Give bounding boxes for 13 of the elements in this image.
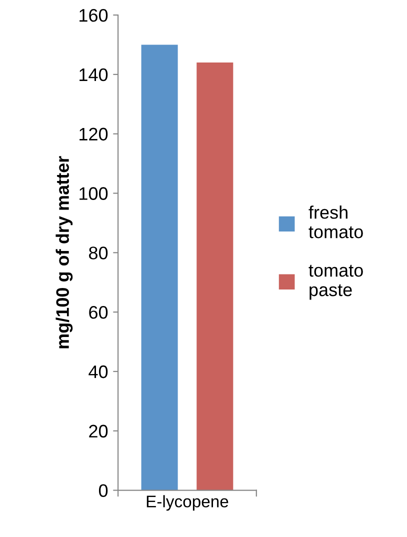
y-axis-title: mg/100 g of dry matter <box>56 156 73 348</box>
y-tick-label: 40 <box>88 365 108 378</box>
y-tick-label: 0 <box>98 484 108 497</box>
legend-label: tomato paste <box>308 264 363 300</box>
y-tick-label: 160 <box>80 8 108 22</box>
y-tick-label: 60 <box>89 306 108 319</box>
x-tick-label: E-lycopene <box>146 495 228 511</box>
y-tick-label: 140 <box>80 68 108 82</box>
y-tick-label: 80 <box>89 246 108 260</box>
y-tick-label: 100 <box>80 187 108 200</box>
y-tick-label: 20 <box>89 424 108 438</box>
y-tick-label: 120 <box>80 128 108 141</box>
legend-label: fresh tomato <box>308 206 363 238</box>
